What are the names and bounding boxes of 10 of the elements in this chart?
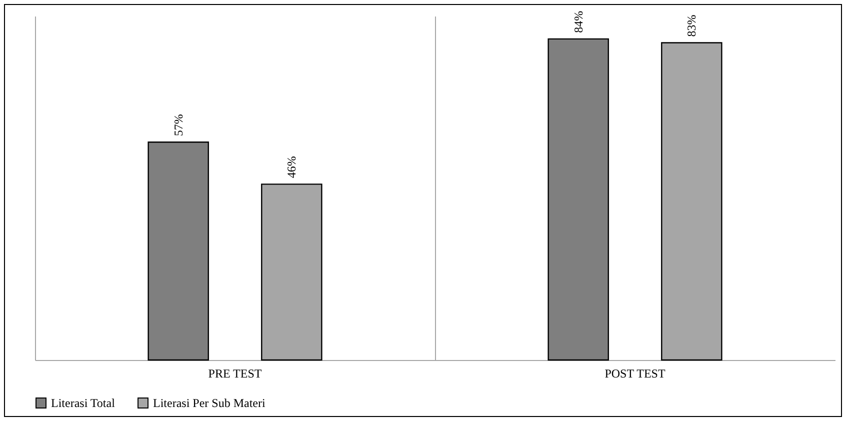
- data-label: 83%: [684, 14, 699, 37]
- bar: [148, 142, 209, 361]
- x-tick-label: POST TEST: [604, 366, 666, 380]
- x-tick-label: PRE TEST: [208, 366, 262, 380]
- data-label: 46%: [284, 156, 299, 178]
- bar: [548, 38, 609, 361]
- data-label: 84%: [571, 10, 586, 33]
- data-label: 57%: [171, 114, 186, 136]
- legend-label: Literasi Total: [51, 396, 116, 410]
- legend-label: Literasi Per Sub Materi: [153, 396, 266, 410]
